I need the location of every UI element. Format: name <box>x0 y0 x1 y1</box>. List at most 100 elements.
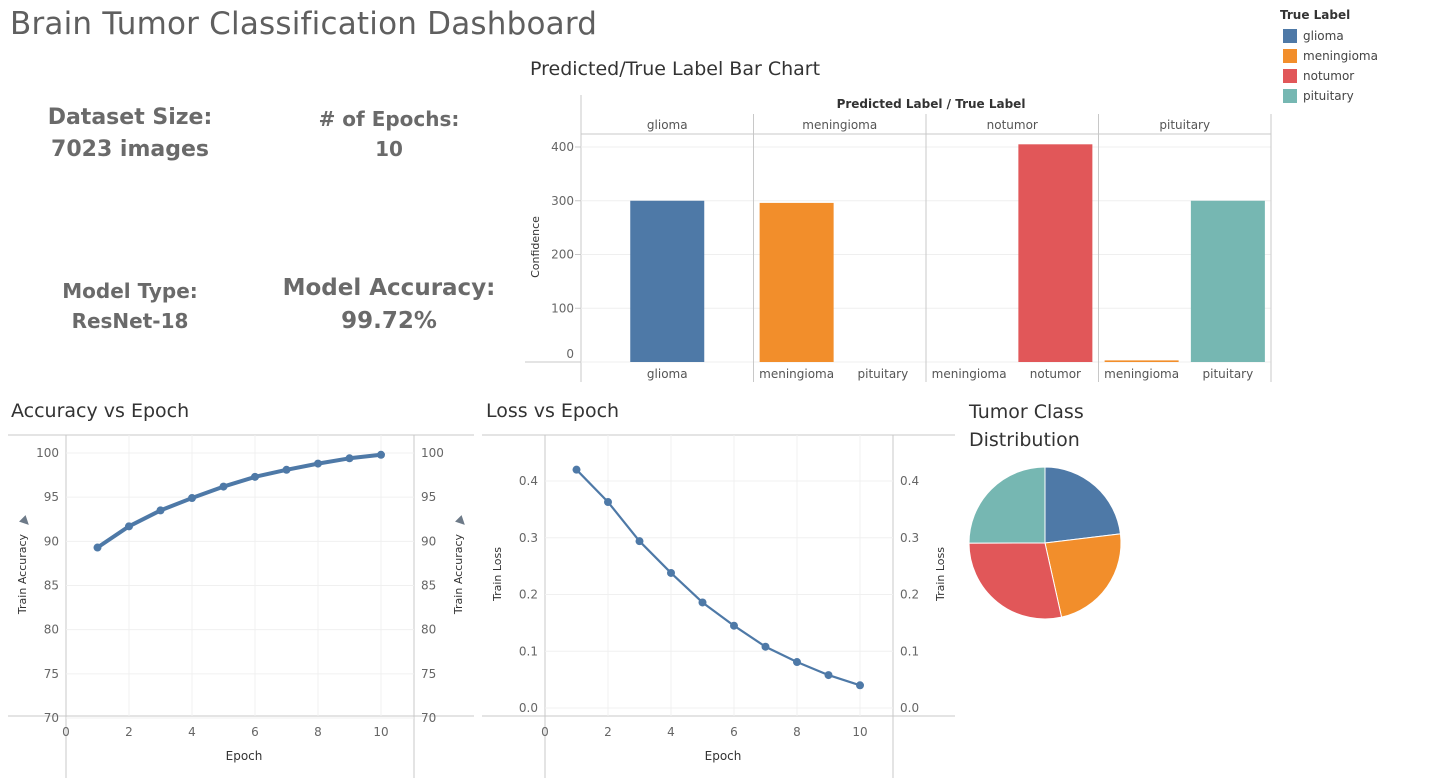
legend-label: pituitary <box>1303 89 1354 103</box>
tumor-class-pie-chart[interactable] <box>960 455 1140 635</box>
line-y-tick-label-left: 75 <box>44 667 59 681</box>
kpi-epochs: # of Epochs: 10 <box>289 104 489 164</box>
line-y-tick-label-right: 80 <box>421 623 436 637</box>
line-data-point <box>572 465 581 474</box>
line-y-tick-label-left: 0.4 <box>519 474 538 488</box>
line-data-point <box>377 450 385 459</box>
line-x-tick-label: 2 <box>125 725 133 739</box>
legend-item-meningioma[interactable]: meningioma <box>1283 46 1378 66</box>
bar-x-tick-label: notumor <box>1030 367 1081 381</box>
line-x-axis-title: Epoch <box>705 749 742 763</box>
line-y-tick-label-left: 100 <box>36 446 59 460</box>
bar-y-tick-label: 0 <box>566 347 574 361</box>
line-data-point <box>188 494 196 503</box>
line-y-tick-label-left: 0.2 <box>519 588 538 602</box>
line-data-point <box>604 498 612 507</box>
line-series-path <box>575 468 862 687</box>
line-y-tick-label-right: 0.1 <box>900 644 919 658</box>
line-y-axis-title-right: Train Accuracy <box>452 533 465 615</box>
line-y-tick-label-right: 95 <box>421 490 436 504</box>
bar-group-header: glioma <box>647 118 688 132</box>
bar-y-tick-label: 400 <box>551 140 574 154</box>
bar-y-axis-title: Confidence <box>529 216 542 278</box>
line-data-point <box>667 568 675 577</box>
line-data-point <box>730 621 738 630</box>
loss-line-chart[interactable]: 0.0 0.0 0.1 0.1 0.2 0.2 0.3 0.3 0.4 0.4 0 2 4 6 8 10 Epo… <box>0 0 960 778</box>
legend-label: meningioma <box>1303 49 1378 63</box>
kpi-label: Dataset Size: <box>47 105 213 130</box>
bar-x-tick-label: meningioma <box>932 367 1007 381</box>
line-y-axis-title-right: Train Loss <box>934 547 947 602</box>
line-data-point <box>793 658 801 667</box>
bar-y-tick-label: 200 <box>551 248 574 262</box>
bar-group-header: notumor <box>987 118 1038 132</box>
line-data-point <box>761 642 770 651</box>
legend-label: glioma <box>1303 29 1344 43</box>
line-x-tick-label: 2 <box>604 725 612 739</box>
legend-item-glioma[interactable]: glioma <box>1283 26 1378 46</box>
bar-pituitary-pituitary <box>1190 200 1265 362</box>
accuracy-line-chart[interactable]: 70 70 75 75 80 80 85 85 90 90 95 95 100 100 0 2 4 6 8 10 Epo… <box>0 0 480 778</box>
line-data-point <box>345 454 354 463</box>
line-y-tick-label-right: 75 <box>421 667 436 681</box>
line-x-tick-label: 8 <box>314 725 322 739</box>
line-y-tick-label-left: 90 <box>44 534 59 548</box>
line-y-axis-title-left: Train Accuracy <box>16 533 29 615</box>
line-y-tick-label-right: 0.2 <box>900 588 919 602</box>
line-data-point <box>824 671 833 680</box>
kpi-model-accuracy: Model Accuracy: 99.72% <box>279 272 499 338</box>
line-data-point <box>251 472 259 481</box>
line-data-point <box>635 537 644 546</box>
accuracy-chart-title: Accuracy vs Epoch <box>11 400 190 422</box>
line-data-point <box>856 681 864 690</box>
bar-y-tick-label: 100 <box>551 301 574 315</box>
line-y-tick-label-left: 85 <box>44 579 59 593</box>
bar-notumor-notumor <box>1018 144 1093 362</box>
bar-y-tick-label: 300 <box>551 194 574 208</box>
kpi-dataset-size: Dataset Size: 7023 images <box>30 102 230 166</box>
line-y-tick-label-left: 0.3 <box>519 531 538 545</box>
line-data-point <box>125 522 133 531</box>
bar-glioma-glioma <box>630 200 705 362</box>
line-y-tick-label-right: 0.3 <box>900 531 919 545</box>
line-x-tick-label: 0 <box>541 725 549 739</box>
bar-x-tick-label: meningioma <box>759 367 834 381</box>
kpi-label: Model Type: <box>62 279 198 303</box>
legend-item-pituitary[interactable]: pituitary <box>1283 86 1378 106</box>
line-x-tick-label: 10 <box>373 725 388 739</box>
legend-label: notumor <box>1303 69 1355 83</box>
line-x-tick-label: 4 <box>188 725 196 739</box>
bar-x-tick-label: glioma <box>647 367 688 381</box>
line-y-tick-label-right: 100 <box>421 446 444 460</box>
loss-chart-title: Loss vs Epoch <box>486 400 620 422</box>
line-x-tick-label: 8 <box>793 725 801 739</box>
pie-chart-title: Tumor Class Distribution <box>969 401 1084 451</box>
bar-group-header: meningioma <box>802 118 877 132</box>
color-legend[interactable]: True Label glioma meningioma notumor pit… <box>1280 8 1378 106</box>
legend-item-notumor[interactable]: notumor <box>1283 66 1378 86</box>
kpi-model-type: Model Type: ResNet-18 <box>30 276 230 336</box>
kpi-value: ResNet-18 <box>71 309 189 333</box>
pie-slice-pituitary <box>968 466 1046 544</box>
line-data-point <box>698 598 707 607</box>
line-y-tick-label-left: 70 <box>44 711 59 725</box>
line-data-point <box>156 506 165 515</box>
line-data-point <box>314 459 322 468</box>
legend-swatch <box>1283 89 1297 103</box>
kpi-value: 7023 images <box>51 137 209 162</box>
line-x-tick-label: 4 <box>667 725 675 739</box>
bar-group-header: pituitary <box>1159 118 1210 132</box>
bar-x-tick-label: pituitary <box>1203 367 1254 381</box>
line-x-axis-title: Epoch <box>226 749 263 763</box>
line-y-tick-label-left: 80 <box>44 623 59 637</box>
pie-slice-glioma <box>1044 466 1122 544</box>
line-y-tick-label-right: 0.0 <box>900 701 919 715</box>
line-data-point <box>282 465 291 474</box>
kpi-label: Model Accuracy: <box>282 275 496 301</box>
dashboard-title: Brain Tumor Classification Dashboard <box>10 6 598 42</box>
pie-slice-meningioma <box>1044 533 1122 618</box>
line-y-tick-label-left: 95 <box>44 490 59 504</box>
line-y-tick-label-right: 85 <box>421 579 436 593</box>
pie-slice-notumor <box>968 542 1063 620</box>
